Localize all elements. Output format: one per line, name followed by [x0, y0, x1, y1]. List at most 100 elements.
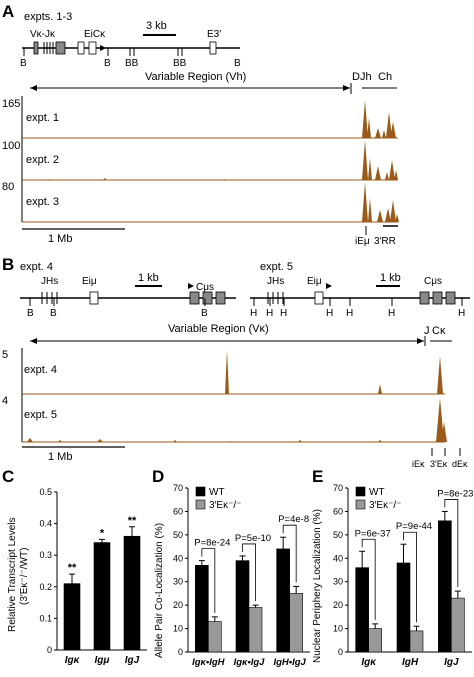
track-max-1: 165 [2, 98, 20, 110]
y-tick-label: 10 [173, 624, 183, 634]
p-value: P=5e-10 [235, 533, 271, 544]
legend-label: 3′Eκ⁻/⁻ [369, 500, 401, 511]
track-max-2: 100 [2, 140, 20, 152]
panel-e: E Nuclear Periphery Localization (%) 0 10… [312, 467, 473, 668]
track-2-peak [103, 178, 107, 180]
legend-label: 3′Eκ⁻/⁻ [209, 500, 241, 511]
b-site: B [27, 308, 34, 319]
panel-e-ylabel: Nuclear Periphery Localization (%) [312, 509, 323, 663]
track-2-peak [223, 179, 227, 180]
scale-1mb-b: 1 Mb [48, 451, 72, 463]
b-site: B [104, 58, 111, 69]
bar-value [63, 583, 81, 651]
panel-e-label: E [312, 467, 323, 486]
track-label-4: expt. 4 [24, 364, 57, 376]
y-tick-label: 0 [338, 647, 343, 657]
j-label: J [424, 325, 430, 337]
category-label: Igκ•IgH [192, 657, 226, 668]
track-1-peak [367, 118, 371, 138]
variable-region-vk: Variable Region (Vκ) [168, 323, 269, 335]
y-tick-label: 0.2 [39, 582, 52, 592]
y-tick-label: 50 [333, 530, 343, 540]
category-label: IgH [402, 657, 419, 668]
category-label: IgH•IgJ [273, 657, 306, 668]
panel-b-label: B [2, 255, 14, 274]
track-1-peak [390, 122, 396, 138]
track-5-peak [27, 438, 33, 442]
y-tick-label: 0.1 [39, 613, 52, 623]
track-2-peak [375, 166, 381, 180]
expts-label: expts. 1-3 [24, 11, 72, 23]
bar-WT [438, 520, 452, 653]
p-bracket [201, 548, 216, 613]
category-label: Igμ [95, 655, 110, 666]
bar-3′Eκ⁻/⁻ [451, 597, 465, 653]
bar-value [93, 542, 111, 651]
scale-1kb-left: 1 kb [138, 272, 159, 284]
track-5-peak [58, 440, 62, 442]
p-bracket [403, 531, 417, 623]
iek-label: iEκ [412, 459, 425, 469]
h-site: H [280, 308, 287, 319]
bar-3′Eκ⁻/⁻ [368, 628, 382, 653]
bar-WT [396, 562, 411, 653]
significance-mark: * [100, 527, 105, 539]
bar-3′Eκ⁻/⁻ [409, 630, 424, 653]
track-4-peak [437, 356, 443, 394]
panel-a-label: A [2, 2, 14, 21]
y-tick-label: 20 [173, 600, 183, 610]
category-label: IgJ [444, 657, 459, 668]
track-3-peak [362, 182, 368, 222]
panel-c-label: C [2, 467, 14, 486]
ch-label: Ch [378, 71, 392, 83]
scale-3kb: 3 kb [146, 20, 167, 32]
panel-c: C Relative Transcript Levels (3′Eκ⁻/⁻/WT… [2, 467, 147, 666]
h-site: H [250, 308, 257, 319]
b-site: B [234, 58, 241, 69]
y-tick-label: 0.5 [39, 487, 52, 497]
p-value: P=9e-44 [396, 521, 432, 532]
eick-label: EiCκ [84, 29, 106, 40]
category-label: IgJ [125, 655, 140, 666]
panel-c-ylabel2: (3′Eκ⁻/⁻/WT) [19, 548, 30, 605]
y-tick-label: 0.3 [39, 550, 52, 560]
b-site: B [201, 308, 208, 319]
legend-label: WT [209, 487, 225, 498]
djh-label: DJh [352, 71, 372, 83]
bb-site: BB [173, 58, 187, 69]
h-site: H [266, 308, 273, 319]
track-3-peak [390, 200, 396, 222]
e3-label: E3′ [207, 29, 221, 40]
track-1-peak [362, 100, 368, 138]
panel-d-ylabel: Allele Pair Co-Localization (%) [154, 523, 165, 658]
track-5-peak [298, 440, 302, 442]
track-label-1: expt. 1 [26, 112, 59, 124]
expt5-label: expt. 5 [260, 261, 293, 273]
vk-jk-label: Vκ-Jκ [30, 29, 56, 40]
bar-3′Eκ⁻/⁻ [248, 607, 263, 653]
legend-swatch [355, 486, 366, 497]
p-value: P=6e-37 [355, 528, 391, 539]
y-tick-label: 0 [47, 645, 52, 655]
track-1-peak [382, 130, 386, 138]
y-tick-label: 20 [333, 600, 343, 610]
dek-label: dEκ [452, 459, 468, 469]
legend-swatch [195, 486, 206, 497]
track-2-peak [48, 179, 52, 180]
panel-c-ylabel: Relative Transcript Levels [7, 518, 18, 633]
y-tick-label: 50 [173, 530, 183, 540]
track-max-5: 4 [2, 395, 8, 407]
track-4-peak [225, 350, 229, 394]
track-5-peak [97, 439, 103, 442]
track-2-peak [362, 140, 368, 180]
b-site: B [50, 308, 57, 319]
eiu-label-right: Eiμ [307, 276, 322, 287]
track-3-peak [377, 210, 383, 222]
track-3-peak [395, 214, 399, 222]
category-label: Igκ [361, 657, 377, 668]
track-3-peak [385, 208, 391, 222]
y-tick-label: 30 [333, 577, 343, 587]
chart-e: 0 10 20 30 40 50 60 70 Igκ IgH IgJ WT 3′Eκ⁻/⁻ P=6e-37… [333, 483, 473, 668]
